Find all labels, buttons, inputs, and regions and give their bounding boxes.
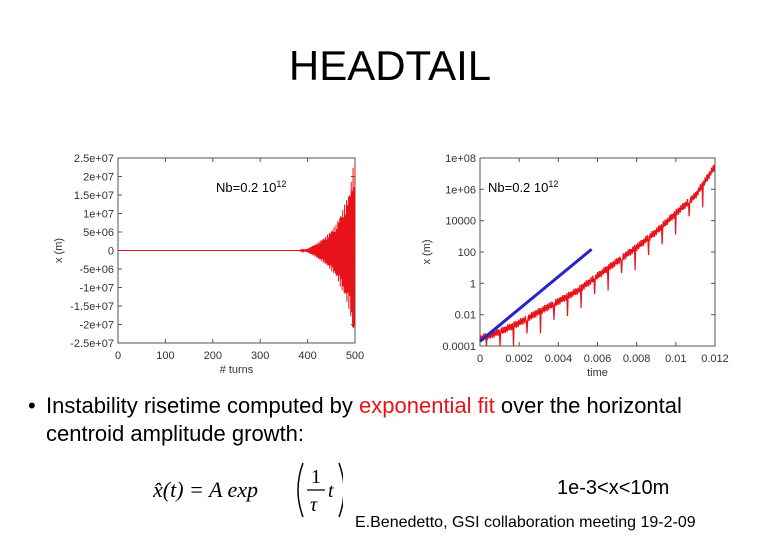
centroid-series-line [118, 162, 356, 329]
beam-intensity-annotation: Nb=0.2 1012 [488, 179, 558, 195]
y-tick-label: 1.5e+07 [74, 190, 114, 202]
formula-variable: t [328, 480, 334, 502]
bullet-text: Instability risetime computed by exponen… [46, 392, 746, 448]
chart-linear-svg: 2.5e+07 2e+07 1.5e+07 1e+07 5e+06 0 -5e+06 -1e+… [53, 153, 364, 376]
fit-range-label: 1e-3<x<10m [557, 477, 670, 499]
y-axis-label: x (m) [421, 239, 433, 264]
x-tick-label: 300 [251, 350, 269, 362]
formula-numerator: 1 [311, 466, 321, 488]
y-axis-label: x (m) [53, 238, 65, 263]
x-tick-label: 0.01 [665, 353, 686, 365]
x-tick-label: 0.012 [701, 353, 729, 365]
y-tick-label: 2e+07 [83, 172, 114, 184]
x-tick-label: 0 [115, 350, 121, 362]
exponential-fit-line [479, 248, 593, 343]
slide-title: HEADTAIL [288, 42, 492, 89]
x-tick-label: 100 [156, 350, 174, 362]
annotation-exponent: 12 [276, 179, 286, 189]
y-tick-label: 1 [470, 278, 476, 290]
y-tick-label: 0 [108, 246, 114, 258]
y-tick-label: -1.5e+07 [70, 301, 114, 313]
y-tick-label: 10000 [445, 216, 476, 228]
y-tick-label: -1e+07 [79, 283, 114, 295]
y-tick-label: 2.5e+07 [74, 153, 114, 165]
y-tick-label: 1e+06 [445, 184, 476, 196]
formula-svg: x̂(t) = A exp 1 τ t [152, 462, 345, 518]
x-tick-label: 0.002 [505, 353, 533, 365]
y-tick-label: 0.0001 [442, 341, 476, 353]
y-tick-label: 1e+07 [83, 209, 114, 221]
y-tick-label: 1e+08 [445, 153, 476, 165]
formula-right-paren [338, 462, 345, 518]
y-tick-label: -2.5e+07 [70, 338, 114, 350]
x-tick-label: 500 [346, 350, 364, 362]
annotation-exponent: 12 [548, 179, 558, 189]
annotation-base: Nb=0.2 10 [216, 180, 276, 195]
y-tick-label: -2e+07 [79, 320, 114, 332]
x-axis-label: # turns [220, 364, 254, 376]
annotation-base: Nb=0.2 10 [488, 180, 548, 195]
beam-intensity-annotation: Nb=0.2 1012 [216, 179, 286, 195]
x-tick-label: 0.004 [545, 353, 573, 365]
bullet-text-before: Instability risetime computed by [46, 393, 360, 418]
centroid-series-line [479, 164, 716, 347]
x-tick-label: 200 [204, 350, 222, 362]
formula-left-paren [297, 462, 304, 518]
x-tick-label: 0 [477, 353, 483, 365]
x-tick-label: 400 [298, 350, 316, 362]
bullet-text-after: over the horizontal centroid amplitude g… [46, 393, 682, 446]
y-tick-label: 5e+06 [83, 227, 114, 239]
formula-lhs: x̂(t) = A exp [153, 477, 258, 502]
formula-denominator: τ [310, 494, 318, 516]
bullet-text-highlight: exponential fit [359, 393, 495, 418]
chart-linear: 2.5e+07 2e+07 1.5e+07 1e+07 5e+06 0 -5e+06 -1e+… [0, 150, 380, 385]
bullet-dot: • [28, 393, 36, 418]
x-tick-label: 0.008 [623, 353, 651, 365]
chart-log: 1e+08 1e+06 10000 100 1 0.01 0.0001 0 0.002 0.004… [380, 150, 780, 385]
credit-line: E.Benedetto, GSI collaboration meeting 1… [355, 514, 696, 531]
fit-formula: x̂(t) = A exp 1 τ t [152, 455, 345, 525]
y-tick-label: 0.01 [455, 310, 476, 322]
x-axis-label: time [587, 367, 608, 379]
y-tick-label: -5e+06 [79, 264, 114, 276]
y-tick-label: 100 [458, 247, 476, 259]
x-tick-label: 0.006 [584, 353, 612, 365]
